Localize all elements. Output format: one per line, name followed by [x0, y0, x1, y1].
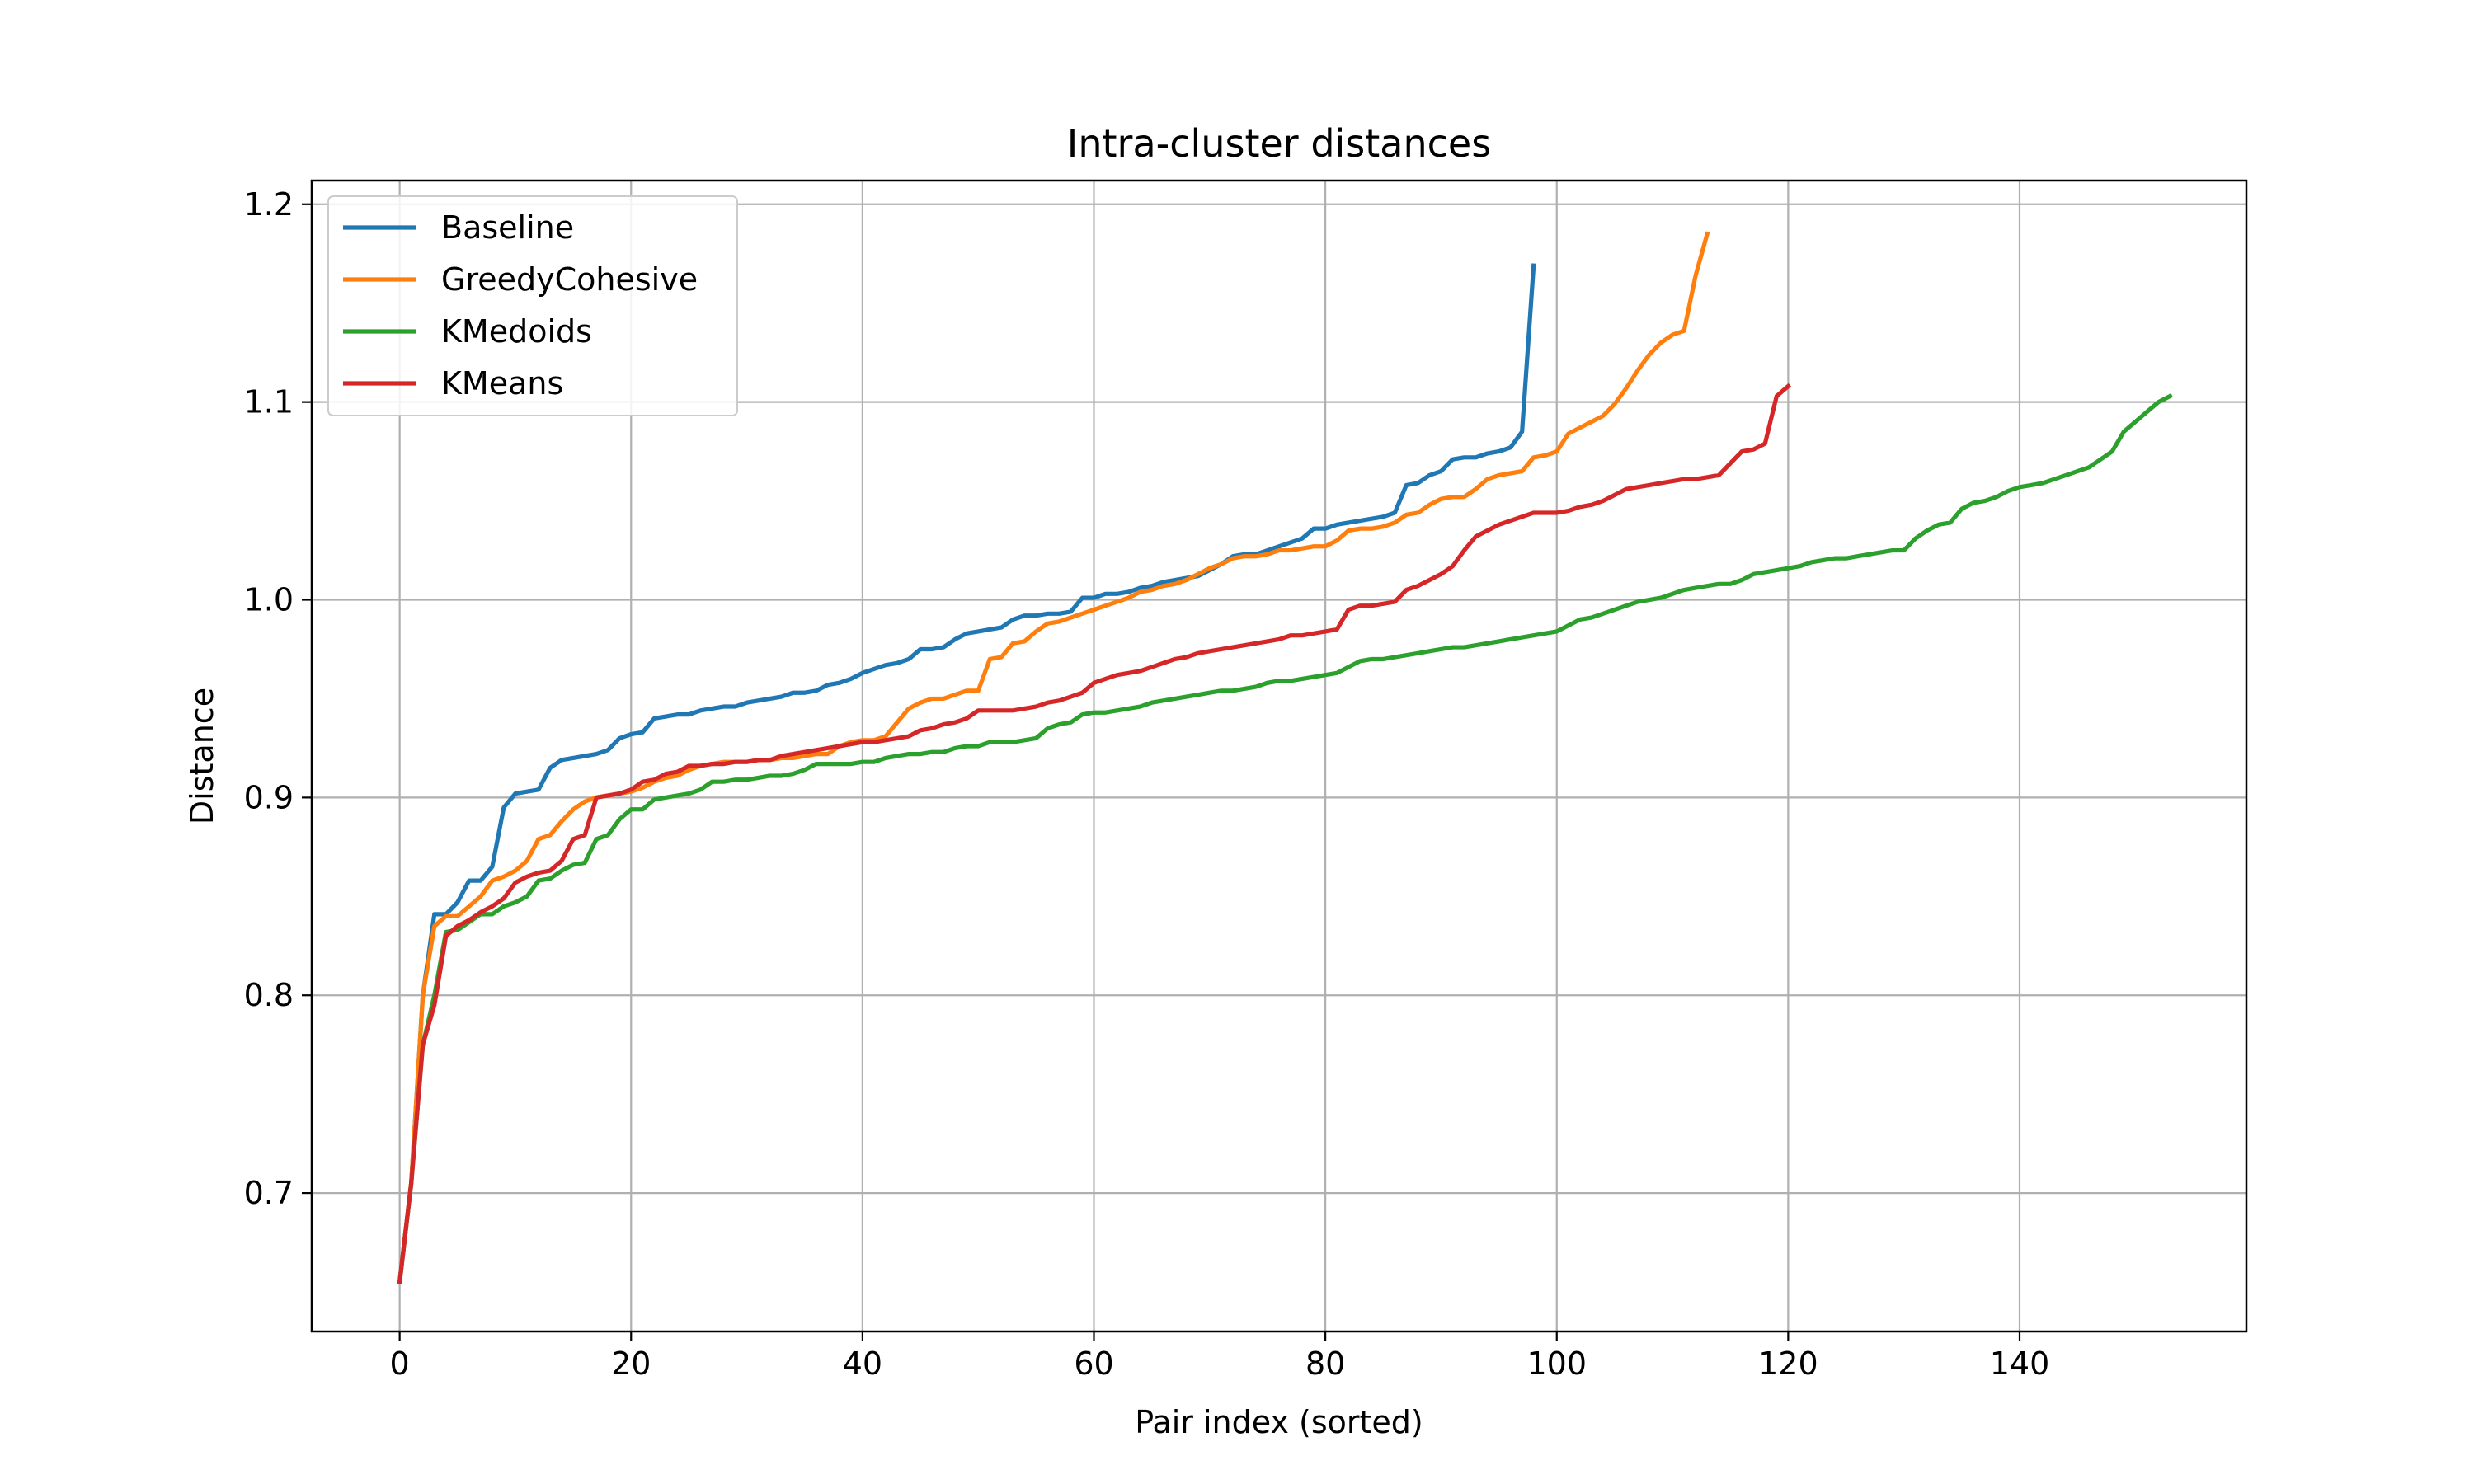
- x-tick-label: 40: [843, 1345, 882, 1382]
- plot-frame: [310, 179, 2248, 1333]
- y-tick-label: 1.2: [244, 186, 294, 223]
- x-tick-label: 20: [611, 1345, 651, 1382]
- series-lines: [397, 231, 2173, 1284]
- y-tick-label: 1.0: [244, 582, 294, 618]
- y-tick-label: 1.1: [244, 384, 294, 420]
- y-axis-label: Distance: [184, 688, 220, 824]
- y-tick-label: 0.9: [244, 779, 294, 815]
- legend-label-kmeans: KMeans: [441, 365, 563, 402]
- legend-label-kmedoids: KMedoids: [441, 313, 592, 350]
- x-tick-label: 80: [1305, 1345, 1345, 1382]
- series-line-kmeans: [397, 383, 1792, 1284]
- y-tick-label: 0.7: [244, 1175, 294, 1211]
- x-tick-label: 140: [1990, 1345, 2050, 1382]
- x-tick-label: 120: [1758, 1345, 1818, 1382]
- chart-title: Intra-cluster distances: [1067, 121, 1491, 166]
- legend-label-greedycohesive: GreedyCohesive: [441, 261, 698, 298]
- series-line-kmedoids: [397, 392, 2173, 1284]
- legend-label-baseline: Baseline: [441, 209, 574, 246]
- x-tick-label: 60: [1074, 1345, 1113, 1382]
- grid-lines: [312, 181, 2246, 1331]
- axis-ticks: 0 20 40 60 80 100 120 140 0.7 0.8 0.9 1.0 1.1 1.2: [244, 186, 2050, 1382]
- legend-box: [327, 195, 738, 416]
- x-tick-label: 100: [1526, 1345, 1587, 1382]
- legend: Baseline GreedyCohesive KMedoids KMeans: [327, 195, 738, 416]
- x-axis-label: Pair index (sorted): [1135, 1404, 1423, 1440]
- y-tick-label: 0.8: [244, 977, 294, 1013]
- x-tick-label: 0: [390, 1345, 410, 1382]
- series-line-baseline: [397, 263, 1536, 1284]
